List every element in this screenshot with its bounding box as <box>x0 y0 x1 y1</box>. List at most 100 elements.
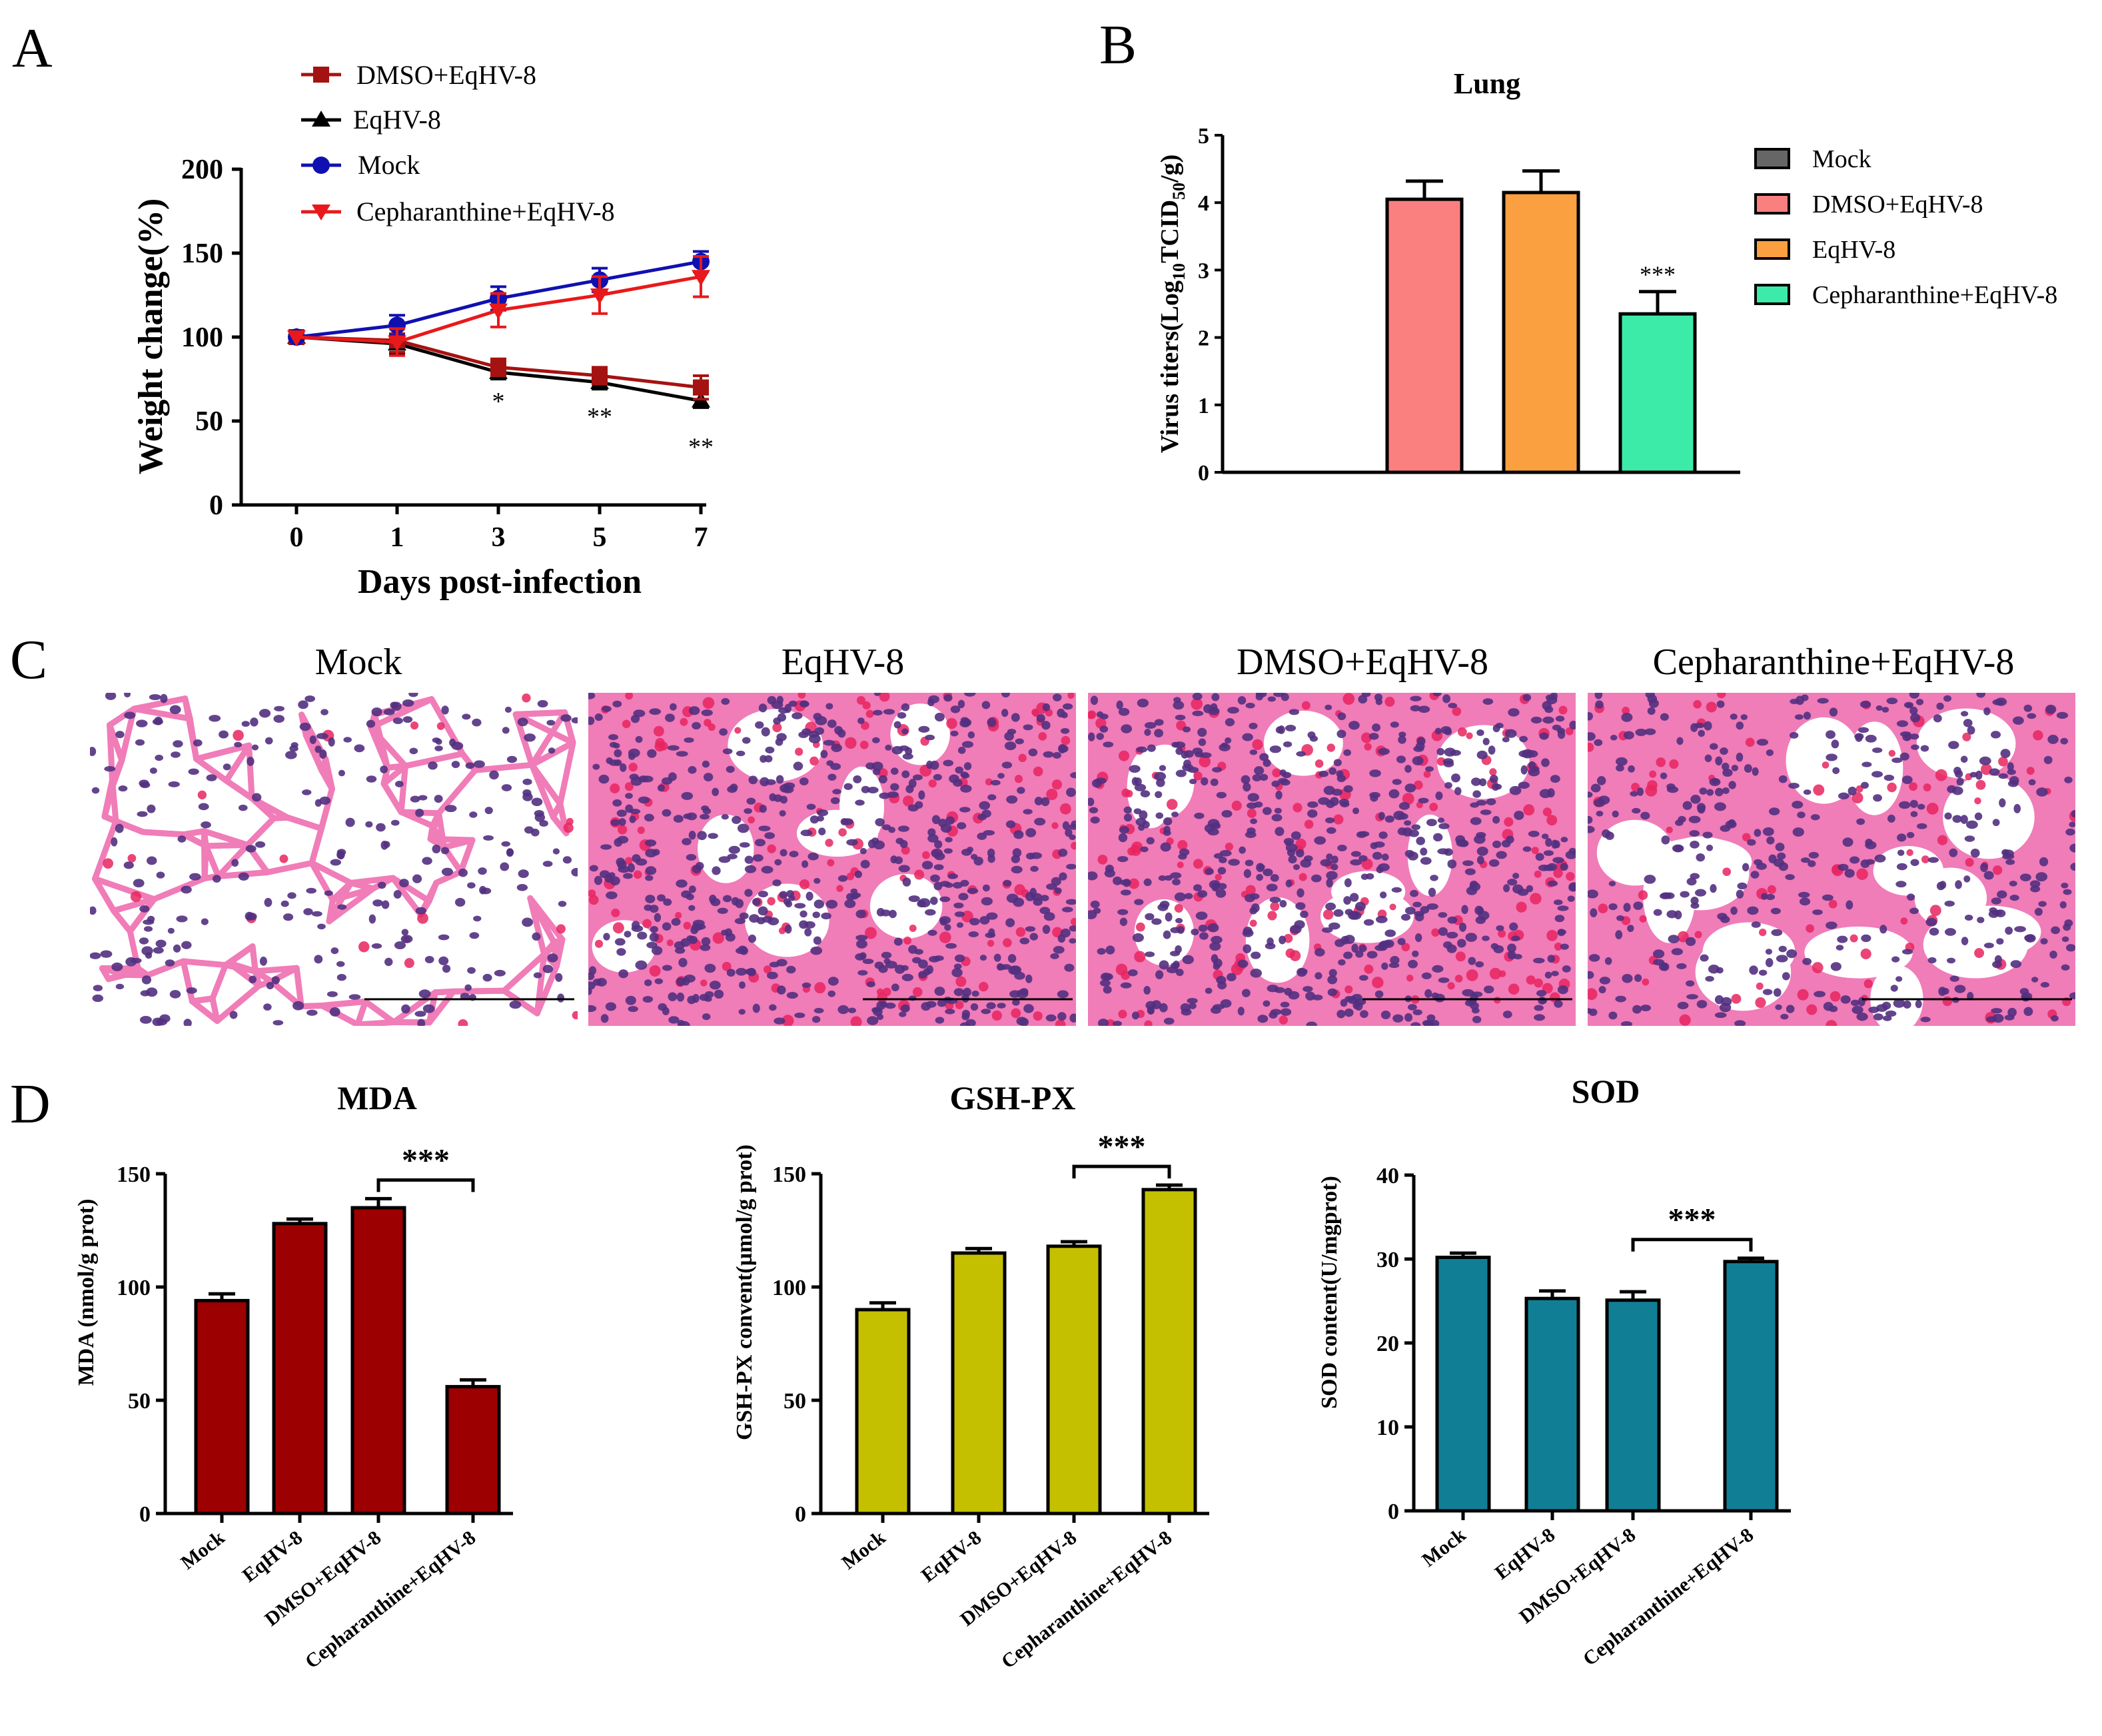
y-tick-label: 40 <box>1376 1164 1399 1188</box>
cell-nucleus <box>1640 1005 1652 1012</box>
cell-nucleus <box>879 792 891 799</box>
cell-nucleus <box>1005 820 1016 829</box>
cell-nucleus <box>765 779 776 785</box>
cell-nucleus <box>434 745 443 751</box>
cell-nucleus <box>628 1006 638 1013</box>
cell-nucleus <box>855 909 867 919</box>
cell-nucleus <box>501 784 512 791</box>
cell-nucleus <box>169 990 181 999</box>
cell-nucleus <box>1479 778 1487 787</box>
cell-nucleus <box>1588 711 1594 721</box>
y-tick-label: 0 <box>795 1502 806 1527</box>
cell-nucleus <box>1710 743 1718 750</box>
cell-nucleus <box>1666 783 1676 790</box>
cell-nucleus <box>1120 982 1132 989</box>
red-blood-cell <box>1131 841 1143 853</box>
cell-nucleus <box>1480 809 1492 815</box>
red-blood-cell <box>1906 849 1913 857</box>
alveolar-wall <box>528 709 568 768</box>
red-blood-cell <box>1231 800 1242 811</box>
cell-nucleus <box>610 876 620 886</box>
cell-nucleus <box>171 751 181 758</box>
cell-nucleus <box>304 695 316 702</box>
cell-nucleus <box>1677 1001 1689 1010</box>
cell-nucleus <box>1911 744 1919 750</box>
cell-nucleus <box>139 905 150 913</box>
cell-nucleus <box>1318 797 1330 805</box>
cell-nucleus <box>1909 706 1918 715</box>
cell-nucleus <box>229 1011 238 1019</box>
cell-nucleus <box>1211 954 1219 963</box>
svg-text:Mock: Mock <box>358 150 420 180</box>
cell-nucleus <box>1896 720 1909 727</box>
red-blood-cell <box>1118 750 1130 761</box>
cell-nucleus <box>479 885 487 895</box>
alveolar-wall <box>501 987 540 1017</box>
svg-text:Cepharanthine+EqHV-8: Cepharanthine+EqHV-8 <box>356 197 615 226</box>
cell-nucleus <box>745 968 756 975</box>
cell-nucleus <box>467 882 476 889</box>
cell-nucleus <box>963 987 971 997</box>
cell-nucleus <box>1915 1000 1922 1009</box>
red-blood-cell <box>1693 699 1702 709</box>
alveolar-wall <box>109 757 125 789</box>
alveolar-wall <box>284 814 324 832</box>
bar-dmso-eqhv-8 <box>1046 1244 1102 1516</box>
cell-nucleus <box>997 1003 1006 1009</box>
cell-nucleus <box>1840 995 1851 1004</box>
cell-nucleus <box>1895 881 1907 888</box>
cell-nucleus <box>1457 939 1466 948</box>
cell-nucleus <box>1143 985 1151 995</box>
cell-nucleus <box>1042 703 1051 711</box>
alveolar-wall <box>131 695 189 712</box>
cell-nucleus <box>1259 753 1269 761</box>
cell-nucleus <box>502 727 510 734</box>
cell-nucleus <box>249 975 257 984</box>
cell-nucleus <box>1917 803 1925 810</box>
cell-nucleus <box>786 991 798 999</box>
cell-nucleus <box>1865 735 1877 743</box>
cell-nucleus <box>1267 937 1274 946</box>
cell-nucleus <box>1736 721 1744 730</box>
cell-nucleus <box>1070 771 1076 779</box>
cell-nucleus <box>1910 713 1921 723</box>
cell-nucleus <box>1438 823 1450 829</box>
cell-nucleus <box>1435 791 1443 800</box>
red-blood-cell <box>1642 978 1650 986</box>
cell-nucleus <box>320 709 328 715</box>
cell-nucleus <box>1173 701 1185 710</box>
cell-nucleus <box>1640 811 1650 820</box>
cell-nucleus <box>644 904 652 911</box>
cell-nucleus <box>1785 874 1795 881</box>
cell-nucleus <box>524 733 536 742</box>
alveolar-wall <box>223 943 256 969</box>
cell-nucleus <box>608 872 616 878</box>
cell-nucleus <box>441 705 449 715</box>
cell-nucleus <box>1175 714 1186 721</box>
cell-nucleus <box>1133 808 1142 815</box>
cell-nucleus <box>1054 887 1062 894</box>
cell-nucleus <box>967 887 979 894</box>
cell-nucleus <box>1120 889 1131 896</box>
cell-nucleus <box>872 709 883 716</box>
cell-nucleus <box>1391 887 1402 893</box>
cell-nucleus <box>676 751 688 757</box>
cell-nucleus <box>1890 985 1898 992</box>
cell-nucleus <box>309 735 316 745</box>
cell-nucleus <box>1554 1000 1563 1008</box>
cell-nucleus <box>1944 928 1957 936</box>
alveolar-wall <box>214 983 263 1025</box>
cell-nucleus <box>2064 776 2073 783</box>
cell-nucleus <box>1432 833 1443 842</box>
cell-nucleus <box>1552 857 1564 863</box>
weight-legend: DMSO+EqHV-8 EqHV-8 Mock Cepharanthine+Eq… <box>301 60 615 226</box>
cell-nucleus <box>934 987 945 996</box>
red-blood-cell <box>865 709 874 718</box>
cell-nucleus <box>516 884 528 891</box>
cell-nucleus <box>1137 698 1149 707</box>
cell-nucleus <box>314 799 322 807</box>
cell-nucleus <box>2010 960 2022 969</box>
red-blood-cell <box>1061 735 1071 745</box>
cell-nucleus <box>1155 791 1163 799</box>
cell-nucleus <box>1522 693 1532 701</box>
